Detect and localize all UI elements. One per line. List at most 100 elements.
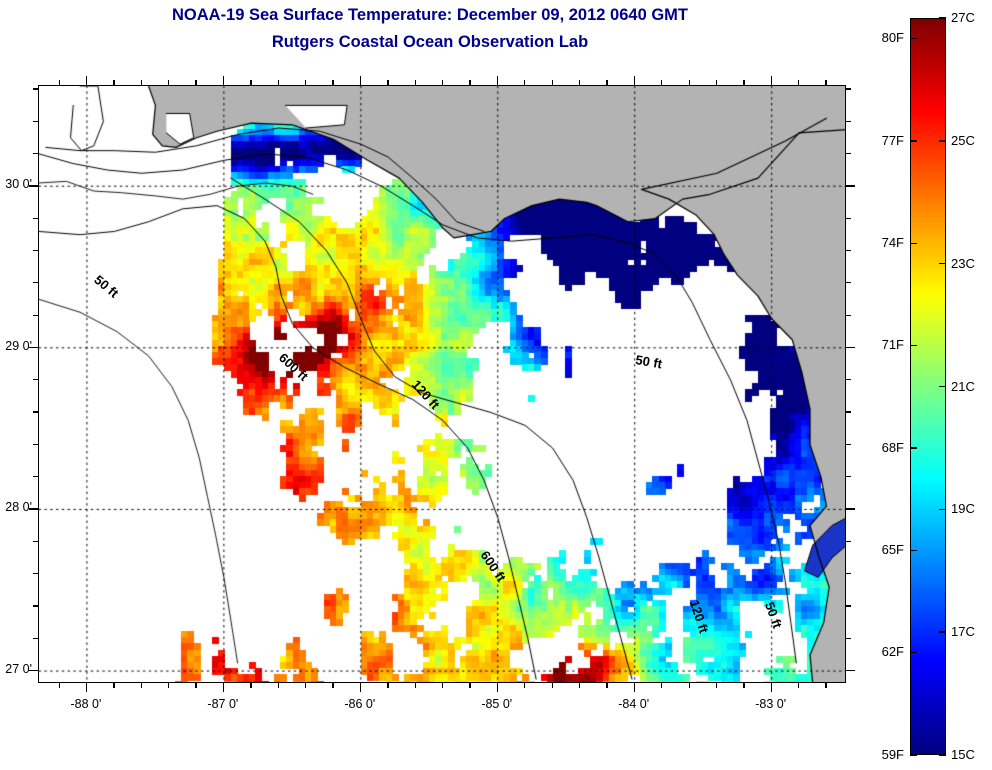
x-tick-major-top	[496, 76, 499, 85]
colorbar-label-celsius: 15C	[951, 747, 975, 762]
y-tick-minor-right	[846, 120, 851, 122]
y-tick-minor	[33, 314, 38, 316]
colorbar-label-celsius: 25C	[951, 132, 975, 148]
colorbar-tick-right	[939, 508, 946, 511]
colorbar-tick-right	[939, 140, 946, 142]
y-tick-minor-right	[846, 637, 851, 640]
x-tick-minor-top	[250, 80, 252, 85]
y-tick-minor-right	[846, 152, 851, 155]
x-tick-major	[85, 683, 88, 692]
y-tick-major	[29, 670, 38, 672]
x-tick-major-top	[85, 76, 88, 85]
colorbar-label-celsius: 21C	[951, 378, 975, 394]
x-tick-major	[770, 683, 772, 692]
colorbar-tick-right	[939, 754, 946, 756]
x-tick-major	[359, 683, 362, 692]
y-tick-minor	[33, 540, 38, 543]
y-tick-minor	[33, 88, 38, 90]
y-tick-minor	[33, 120, 38, 122]
y-tick-minor-right	[846, 443, 851, 446]
x-tick-minor-top	[524, 80, 526, 85]
y-tick-minor-right	[846, 411, 851, 413]
y-tick-minor	[33, 443, 38, 446]
x-tick-minor	[798, 683, 800, 688]
colorbar-tick-left	[910, 344, 917, 347]
sst-heatmap-canvas[interactable]	[39, 86, 845, 682]
x-tick-minor-top	[798, 80, 800, 85]
y-tick-major-right	[846, 185, 855, 187]
x-tick-minor	[743, 683, 745, 688]
x-tick-minor	[825, 683, 827, 688]
x-axis-tick-label: -86 0'	[344, 697, 376, 711]
y-tick-minor	[33, 476, 38, 478]
y-tick-minor	[33, 637, 38, 640]
colorbar-label-celsius: 27C	[951, 10, 975, 25]
x-tick-minor-top	[195, 80, 197, 85]
x-tick-minor-top	[715, 80, 718, 85]
y-tick-minor-right	[846, 88, 851, 90]
y-tick-minor-right	[846, 282, 851, 284]
colorbar-label-fahrenheit: 68F	[881, 439, 904, 455]
colorbar-label-celsius: 19C	[951, 501, 975, 517]
x-tick-minor	[414, 683, 416, 688]
x-tick-minor	[606, 683, 608, 688]
y-tick-major-right	[846, 508, 855, 510]
y-axis-tick-label: 27 0'	[5, 662, 32, 677]
x-tick-minor-top	[442, 80, 444, 85]
page-title: NOAA-19 Sea Surface Temperature: Decembe…	[171, 6, 688, 24]
x-tick-minor	[469, 683, 471, 688]
colorbar-label-celsius: 23C	[951, 255, 975, 271]
x-tick-major-top	[770, 76, 772, 85]
x-tick-minor-top	[688, 80, 690, 85]
y-tick-minor	[33, 573, 38, 575]
map-plot-area[interactable]: 50 ft 600 ft 120 ft 600 ft 50 ft 120 ft 50 ft	[38, 85, 846, 683]
x-tick-minor-top	[551, 80, 553, 85]
x-tick-minor	[168, 683, 170, 688]
x-tick-minor	[715, 683, 718, 688]
colorbar-label-celsius: 17C	[951, 624, 975, 640]
colorbar-tick-left	[910, 242, 917, 245]
x-tick-major-top	[359, 76, 362, 85]
colorbar-tick-left	[910, 651, 917, 654]
x-axis-tick-label: -83 0'	[755, 697, 787, 711]
x-tick-minor-top	[825, 80, 827, 85]
x-tick-minor	[578, 683, 581, 688]
x-tick-minor	[551, 683, 553, 688]
x-tick-minor-top	[277, 80, 279, 85]
y-tick-minor	[33, 605, 38, 607]
x-tick-minor	[442, 683, 444, 688]
x-axis-tick-label: -88 0'	[70, 697, 102, 711]
x-tick-major-top	[222, 76, 225, 85]
x-tick-minor	[277, 683, 279, 688]
x-tick-minor	[661, 683, 663, 688]
colorbar-tick-left	[910, 754, 917, 756]
x-tick-minor-top	[414, 80, 416, 85]
colorbar-label-fahrenheit: 65F	[881, 542, 904, 558]
y-tick-minor	[33, 249, 38, 252]
y-tick-minor-right	[846, 573, 851, 575]
colorbar-label-fahrenheit: 59F	[881, 747, 904, 762]
x-tick-minor-top	[113, 80, 115, 85]
colorbar-tick-left	[910, 447, 917, 449]
x-tick-minor-top	[332, 80, 334, 85]
colorbar-label-fahrenheit: 71F	[881, 337, 904, 353]
x-tick-minor	[140, 683, 142, 688]
y-tick-major	[29, 346, 38, 349]
colorbar-tick-right	[939, 17, 946, 19]
y-tick-minor	[33, 217, 38, 219]
y-tick-minor-right	[846, 217, 851, 219]
x-tick-major	[633, 683, 636, 692]
x-tick-minor-top	[606, 80, 608, 85]
x-tick-minor	[113, 683, 115, 688]
x-tick-minor	[195, 683, 197, 688]
y-tick-minor	[33, 282, 38, 284]
y-tick-minor	[33, 411, 38, 413]
y-tick-minor	[33, 152, 38, 155]
x-tick-minor-top	[168, 80, 170, 85]
colorbar-label-fahrenheit: 62F	[881, 644, 904, 660]
y-tick-major-right	[846, 670, 855, 672]
x-tick-minor-top	[387, 80, 389, 85]
x-axis-tick-label: -84 0'	[618, 697, 650, 711]
x-tick-minor	[305, 683, 307, 688]
